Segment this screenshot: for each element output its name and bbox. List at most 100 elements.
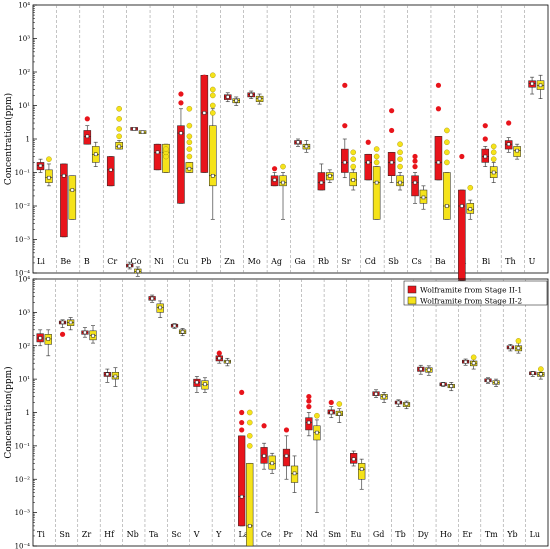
outlier-point — [397, 149, 403, 156]
box-Rb-series-2 — [326, 169, 334, 183]
mean-marker — [366, 160, 370, 165]
box-Ho-series-2 — [447, 382, 455, 392]
mean-marker — [38, 336, 42, 340]
legend-entry-label: Wolframite from Stage II-1 — [420, 286, 522, 295]
legend-entry-label: Wolframite from Stage II-2 — [420, 297, 522, 306]
category-label: Ba — [435, 257, 446, 266]
mean-marker — [60, 320, 65, 325]
category-label: Cu — [177, 257, 188, 266]
box-Zr-series-1 — [81, 327, 89, 338]
outlier-point — [216, 350, 222, 356]
box-body — [458, 189, 466, 281]
outlier-point — [389, 127, 395, 134]
outlier-point — [373, 146, 380, 152]
mean-marker — [328, 173, 332, 178]
box-Ce-series-1 — [260, 423, 268, 470]
category-label: Ce — [261, 530, 272, 539]
mean-marker — [202, 111, 207, 115]
y-tick-label: 10² — [18, 342, 30, 350]
category-label: Rb — [318, 257, 329, 266]
box-V-series-2 — [201, 377, 209, 393]
outlier-point — [365, 139, 371, 145]
mean-marker — [374, 180, 379, 185]
outlier-point — [59, 331, 66, 337]
box-Ta-series-1 — [148, 294, 156, 303]
category-label: V — [193, 530, 200, 539]
legend-swatch — [407, 296, 417, 305]
box-Ti-series-2 — [44, 329, 52, 357]
category-label: Ga — [295, 257, 306, 266]
box-Mo-series-2 — [255, 93, 264, 105]
outlier-point — [482, 136, 488, 142]
mean-marker — [315, 430, 319, 435]
mean-marker — [494, 380, 498, 385]
outlier-point — [373, 159, 380, 166]
category-label: Cd — [365, 257, 376, 266]
category-label: Gd — [373, 530, 385, 539]
mean-marker — [471, 361, 476, 365]
box-Pr-series-2 — [290, 455, 299, 493]
box-V-series-1 — [193, 376, 201, 393]
outlier-point — [201, 79, 207, 85]
outlier-point — [186, 153, 193, 160]
outlier-point — [186, 122, 193, 129]
mean-marker — [389, 160, 394, 165]
category-label: Dy — [418, 530, 429, 539]
outlier-point — [116, 105, 122, 112]
category-label: Y — [215, 530, 222, 539]
mean-marker — [249, 92, 253, 97]
box-Co-series-1 — [130, 127, 138, 131]
y-tick-label: 10⁴ — [18, 276, 30, 284]
mean-marker — [359, 467, 364, 471]
legend-swatch — [407, 285, 417, 294]
category-label: Ti — [37, 530, 45, 539]
box-Cd-series-1 — [364, 139, 372, 181]
outlier-point — [444, 127, 450, 134]
mean-marker — [398, 180, 402, 185]
box-Li-series-2 — [45, 156, 53, 187]
outlier-point — [186, 105, 193, 112]
category-label: Be — [60, 257, 71, 266]
mean-marker — [217, 356, 222, 361]
box-Be-series-2 — [68, 175, 77, 220]
outlier-point — [209, 72, 216, 79]
box-Zn-series-1 — [224, 92, 232, 103]
box-body — [279, 175, 287, 187]
y-tick-label: 10¹ — [18, 376, 30, 384]
box-Lu-series-1 — [529, 371, 537, 377]
mean-marker — [225, 360, 230, 364]
box-body — [238, 435, 246, 527]
category-label: Sr — [341, 257, 350, 266]
y-tick-label: 10⁻¹ — [15, 442, 31, 450]
mean-marker — [463, 360, 468, 364]
mean-marker — [46, 337, 50, 341]
outlier-point — [538, 366, 544, 372]
box-Sb-series-2 — [396, 141, 404, 191]
box-Nb-series-1 — [126, 261, 134, 270]
box-Ni-series-1 — [153, 143, 162, 171]
category-label: Tb — [395, 530, 405, 539]
outlier-point — [246, 409, 253, 416]
box-Tb-series-2 — [402, 400, 411, 410]
box-body — [372, 166, 381, 220]
category-label: Tm — [485, 530, 498, 539]
box-Eu-series-1 — [350, 450, 358, 467]
outlier-point — [239, 419, 245, 426]
box-Eu-series-2 — [358, 458, 366, 490]
outlier-point — [46, 156, 52, 162]
box-Tm-series-2 — [492, 378, 500, 387]
y-tick-label: 10⁻³ — [15, 509, 31, 517]
category-label: Ni — [154, 257, 164, 266]
outlier-point — [283, 427, 290, 433]
mean-marker — [515, 148, 519, 153]
mean-marker — [91, 333, 95, 338]
outlier-point — [186, 146, 193, 152]
mean-marker — [47, 175, 51, 180]
mean-marker — [486, 378, 490, 383]
outlier-point — [209, 110, 216, 116]
category-label: B — [84, 257, 90, 266]
box-Ga-series-2 — [302, 140, 311, 153]
mean-marker — [374, 392, 378, 396]
box-Tb-series-1 — [394, 399, 403, 407]
box-body — [60, 163, 68, 238]
